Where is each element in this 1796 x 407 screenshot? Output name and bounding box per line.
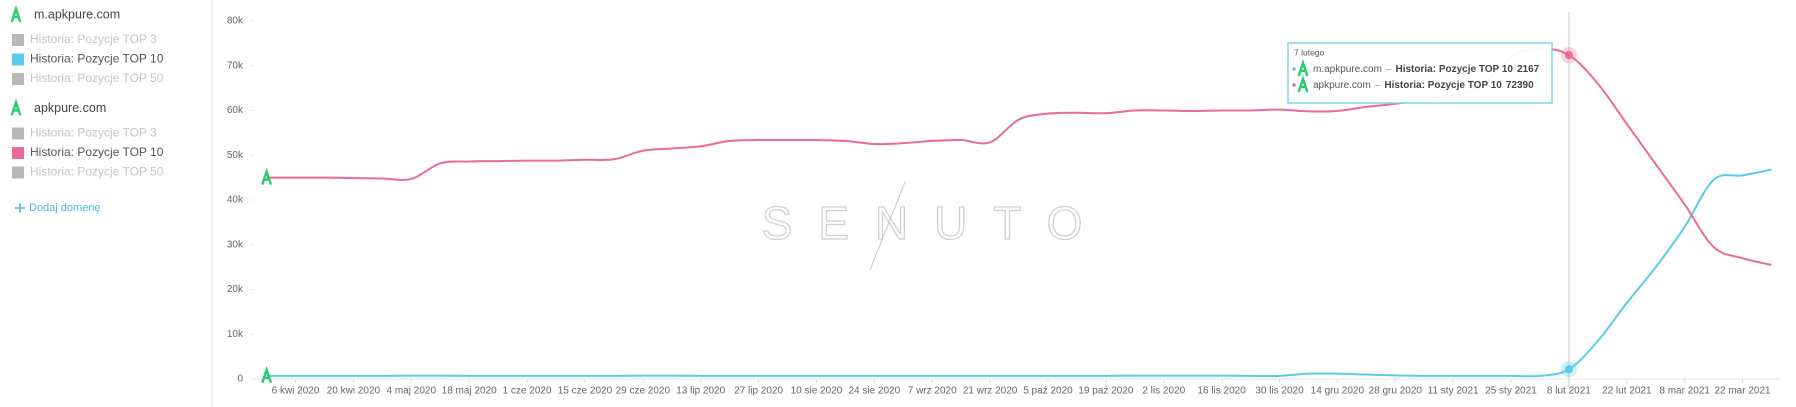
x-tick-label: 19 paź 2020	[1078, 386, 1133, 397]
x-tick-label: 11 sty 2021	[1428, 386, 1479, 397]
domain-name: m.apkpure.com	[34, 7, 120, 21]
y-tick-label: 60k	[227, 105, 244, 116]
x-tick-label: 16 lis 2020	[1197, 386, 1246, 397]
x-tick-label: 6 kwi 2020	[272, 386, 320, 397]
x-tick-label: 10 sie 2020	[791, 386, 843, 397]
hover-point	[1564, 365, 1573, 374]
plus-icon	[15, 203, 25, 213]
metric-toggle[interactable]: Historia: Pozycje TOP 10	[12, 145, 164, 159]
x-tick-label: 30 lis 2020	[1255, 386, 1304, 397]
x-tick-label: 25 sty 2021	[1485, 386, 1537, 397]
y-tick-label: 20k	[227, 284, 244, 295]
tooltip-metric: Historia: Pozycje TOP 10	[1384, 80, 1502, 91]
metric-toggle[interactable]: Historia: Pozycje TOP 3	[12, 32, 157, 46]
x-tick-label: 27 lip 2020	[734, 386, 783, 397]
domain-icon	[10, 98, 22, 116]
x-tick-label: 20 kwi 2020	[327, 386, 381, 397]
metric-swatch	[12, 34, 24, 46]
tooltip-bullet	[1292, 67, 1296, 71]
y-tick-label: 70k	[227, 60, 244, 71]
metric-toggle[interactable]: Historia: Pozycje TOP 3	[12, 126, 157, 140]
tooltip-separator: –	[1386, 64, 1392, 75]
x-tick-label: 22 lut 2021	[1602, 386, 1652, 397]
x-tick-label: 18 maj 2020	[442, 386, 497, 397]
domain-icon	[261, 167, 272, 185]
x-tick-label: 4 maj 2020	[387, 386, 437, 397]
x-tick-label: 21 wrz 2020	[963, 386, 1018, 397]
add-domain-label: Dodaj domenę	[29, 202, 101, 214]
x-tick-label: 22 mar 2021	[1714, 386, 1771, 397]
metric-swatch	[12, 147, 24, 159]
tooltip-domain: m.apkpure.com	[1313, 64, 1382, 75]
tooltip-value: 72390	[1506, 80, 1534, 91]
x-tick-label: 28 gru 2020	[1369, 386, 1423, 397]
tooltip-separator: –	[1375, 80, 1381, 91]
x-tick-label: 14 gru 2020	[1311, 386, 1365, 397]
x-tick-label: 8 mar 2021	[1659, 386, 1710, 397]
metric-label: Historia: Pozycje TOP 10	[30, 52, 164, 66]
metric-label: Historia: Pozycje TOP 3	[30, 32, 157, 46]
tooltip-domain: apkpure.com	[1313, 80, 1371, 91]
x-tick-label: 5 paź 2020	[1023, 386, 1073, 397]
tooltip-bullet	[1292, 83, 1296, 87]
y-tick-label: 40k	[227, 195, 244, 206]
metric-swatch	[12, 166, 24, 179]
series-line	[266, 168, 1772, 378]
domain-icon	[10, 5, 22, 23]
x-tick-label: 1 cze 2020	[503, 386, 552, 397]
watermark-slash	[869, 181, 906, 271]
domain-icon	[1297, 75, 1309, 93]
y-tick-label: 30k	[227, 239, 244, 250]
domain-icon	[261, 365, 272, 384]
domain-icon	[1297, 59, 1309, 77]
tooltip-metric: Historia: Pozycje TOP 10	[1395, 64, 1513, 75]
metric-label: Historia: Pozycje TOP 50	[30, 165, 164, 179]
metric-label: Historia: Pozycje TOP 50	[30, 71, 164, 85]
hover-point	[1564, 51, 1573, 60]
watermark: SENUTO	[762, 197, 1109, 249]
metric-swatch	[12, 73, 24, 85]
x-tick-label: 29 cze 2020	[616, 386, 671, 397]
metric-label: Historia: Pozycje TOP 10	[30, 145, 164, 159]
y-tick-label: 0	[237, 374, 243, 385]
tooltip-row: m.apkpure.com – Historia: Pozycje TOP 10 21…	[1313, 64, 1540, 75]
x-tick-label: 24 sie 2020	[848, 386, 900, 397]
tooltip-box	[1287, 42, 1553, 104]
metric-toggle[interactable]: Historia: Pozycje TOP 50	[12, 165, 164, 179]
tooltip-row: apkpure.com – Historia: Pozycje TOP 10 7239…	[1313, 80, 1534, 91]
metric-swatch	[12, 127, 24, 140]
y-tick-label: 80k	[227, 16, 244, 27]
y-tick-label: 50k	[227, 150, 244, 161]
x-tick-label: 2 lis 2020	[1142, 386, 1185, 397]
x-tick-label: 8 lut 2021	[1547, 386, 1591, 397]
x-tick-label: 7 wrz 2020	[908, 386, 957, 397]
metric-toggle[interactable]: Historia: Pozycje TOP 50	[12, 71, 164, 85]
y-tick-label: 10k	[227, 329, 244, 340]
x-tick-label: 13 lip 2020	[676, 386, 725, 397]
tooltip-date: 7 lutego	[1294, 47, 1325, 57]
domain-name: apkpure.com	[34, 101, 106, 115]
metric-swatch	[12, 53, 24, 66]
tooltip-value: 2167	[1517, 64, 1540, 75]
metric-toggle[interactable]: Historia: Pozycje TOP 10	[12, 52, 164, 66]
metric-label: Historia: Pozycje TOP 3	[30, 126, 157, 140]
add-domain[interactable]: Dodaj domenę	[15, 202, 101, 214]
x-tick-label: 15 cze 2020	[558, 386, 613, 397]
